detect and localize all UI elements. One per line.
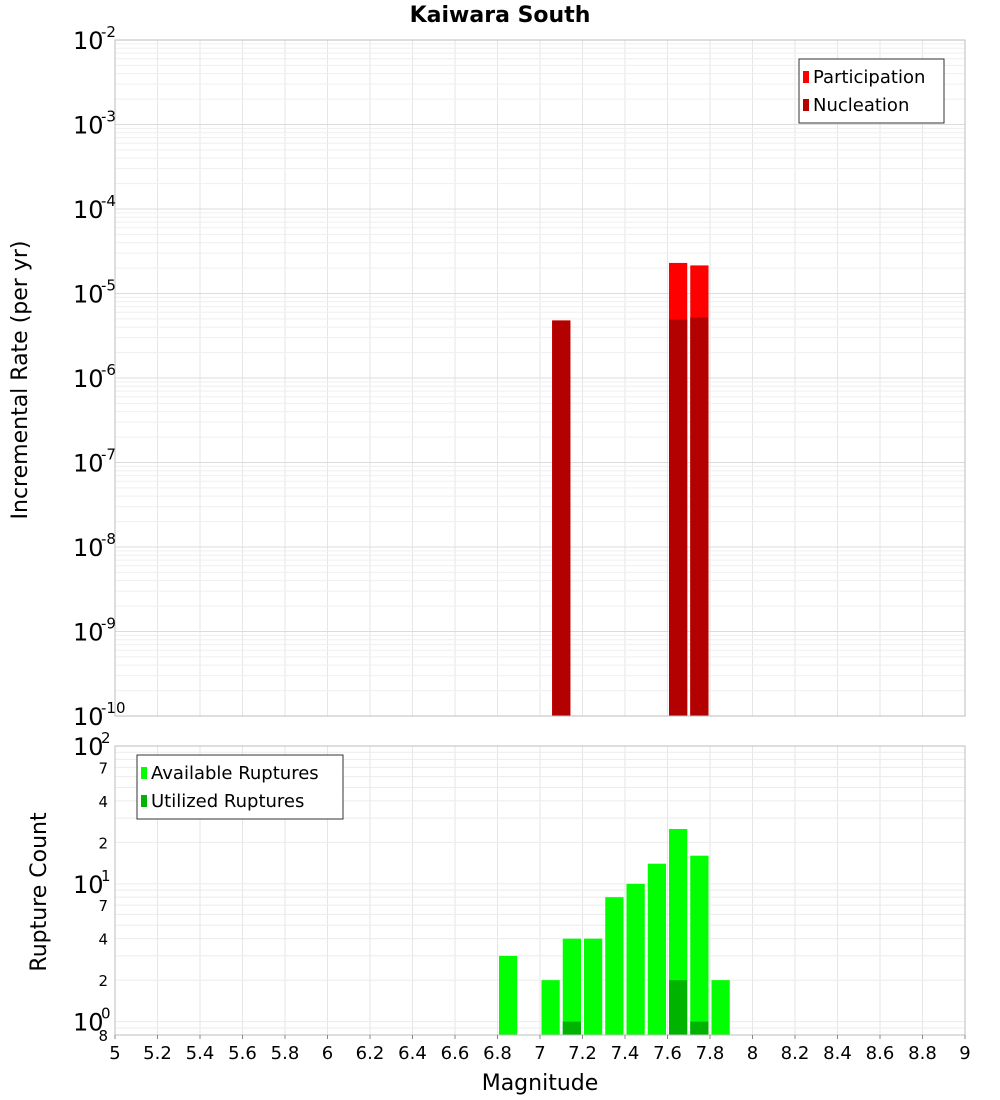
bottom-y-minor-tick-label: 2	[98, 834, 108, 852]
bottom-bar-0-3	[584, 938, 603, 1035]
top-grid	[114, 40, 966, 717]
bottom-y-minor-tick-label: 7	[98, 897, 108, 915]
bottom-bar-1-2	[690, 1021, 709, 1035]
legend-label: Available Ruptures	[151, 763, 319, 784]
top-y-tick-exponent: -10	[101, 699, 126, 717]
bottom-y-tick-label: 10	[73, 1009, 104, 1037]
bottom-bars	[499, 828, 730, 1035]
legend-swatch	[803, 71, 809, 83]
bottom-y-minor-tick-label: 4	[98, 793, 108, 811]
x-tick-label: 7.4	[611, 1043, 640, 1064]
legend-swatch	[141, 767, 147, 779]
x-tick-label: 6	[322, 1043, 333, 1064]
bottom-y-minor-tick-label: 8	[98, 1027, 108, 1045]
bottom-y-minor-tick-label: 4	[98, 931, 108, 949]
legend-box	[136, 754, 344, 820]
top-legend: Participation Nucleation	[798, 58, 945, 124]
x-tick-label: 5.4	[186, 1043, 215, 1064]
legend-box	[798, 58, 945, 124]
bottom-y-minor-tick-label: 2	[98, 972, 108, 990]
bottom-y-tick-exponent: 0	[101, 1005, 111, 1023]
bottom-bar-1-1	[669, 980, 688, 1035]
top-y-tick-exponent: -3	[101, 108, 116, 126]
bottom-y-tick-exponent: 1	[101, 867, 111, 885]
legend-label: Utilized Ruptures	[151, 791, 304, 812]
bottom-legend: Available Ruptures Utilized Ruptures	[136, 754, 344, 820]
x-tick-label: 7.2	[568, 1043, 597, 1064]
x-tick-label: 8.4	[823, 1043, 852, 1064]
top-bar-1-0	[552, 320, 571, 716]
top-y-tick-label: 10	[73, 112, 104, 140]
bottom-y-minor-tick-label: 7	[98, 759, 108, 777]
x-axis-label: Magnitude	[482, 1071, 599, 1096]
x-tick-label: 8.6	[866, 1043, 895, 1064]
top-y-tick-label: 10	[73, 619, 104, 647]
bottom-y-tick-exponent: 2	[101, 729, 111, 747]
bottom-y-axis-label: Rupture Count	[27, 812, 52, 972]
x-tick-label: 6.6	[441, 1043, 470, 1064]
x-tick-label: 6.2	[356, 1043, 385, 1064]
bottom-bar-0-4	[605, 897, 624, 1035]
chart-title: Kaiwara South	[410, 3, 591, 28]
x-ticks: 5 5.2 5.4 5.6 5.8 6 6.2 6.4 6.6 6.8 7 7.2 7.4 7.6 7.8 8…	[109, 1035, 971, 1064]
top-y-tick-exponent: -4	[101, 192, 116, 210]
top-plot-frame	[114, 39, 966, 717]
top-y-axis-label: Incremental Rate (per yr)	[8, 241, 33, 520]
top-y-tick-exponent: -2	[101, 23, 116, 41]
legend-swatch	[803, 99, 809, 111]
top-bars	[552, 262, 709, 716]
bottom-bar-0-6	[647, 863, 666, 1035]
top-bar-1-2	[690, 317, 709, 716]
top-y-tick-label: 10	[73, 703, 104, 731]
x-tick-label: 5.2	[143, 1043, 172, 1064]
x-tick-label: 6.4	[398, 1043, 427, 1064]
legend-label: Nucleation	[813, 95, 909, 116]
x-tick-label: 7.8	[696, 1043, 725, 1064]
top-y-tick-label: 10	[73, 27, 104, 55]
bottom-y-tick-label: 10	[73, 871, 104, 899]
x-tick-label: 8	[747, 1043, 758, 1064]
bottom-bar-1-0	[562, 1021, 581, 1035]
top-bar-1-1	[669, 319, 688, 716]
x-tick-label: 8.8	[908, 1043, 937, 1064]
x-tick-label: 5	[109, 1043, 120, 1064]
legend-swatch	[141, 795, 147, 807]
top-y-tick-label: 10	[73, 365, 104, 393]
top-y-tick-label: 10	[73, 281, 104, 309]
top-y-tick-label: 10	[73, 534, 104, 562]
legend-label: Participation	[813, 67, 925, 88]
top-y-tick-exponent: -6	[101, 361, 116, 379]
top-y-tick-label: 10	[73, 196, 104, 224]
x-tick-label: 8.2	[781, 1043, 810, 1064]
bottom-bar-0-2	[562, 938, 581, 1035]
top-y-tick-exponent: -8	[101, 530, 116, 548]
top-y-tick-exponent: -5	[101, 277, 116, 295]
bottom-bar-0-1	[541, 980, 560, 1035]
top-y-tick-exponent: -7	[101, 446, 116, 464]
top-y-tick-exponent: -9	[101, 615, 116, 633]
bottom-y-tick-label: 10	[73, 733, 104, 761]
bottom-bar-0-9	[711, 980, 730, 1035]
bottom-bar-0-8	[690, 855, 709, 1035]
bottom-bar-0-5	[626, 883, 645, 1035]
x-tick-label: 7.6	[653, 1043, 682, 1064]
x-tick-label: 6.8	[483, 1043, 512, 1064]
top-y-tick-label: 10	[73, 450, 104, 478]
x-tick-label: 7	[534, 1043, 545, 1064]
x-tick-label: 5.6	[228, 1043, 257, 1064]
x-tick-label: 9	[959, 1043, 970, 1064]
bottom-bar-0-0	[499, 955, 518, 1035]
x-tick-label: 5.8	[271, 1043, 300, 1064]
